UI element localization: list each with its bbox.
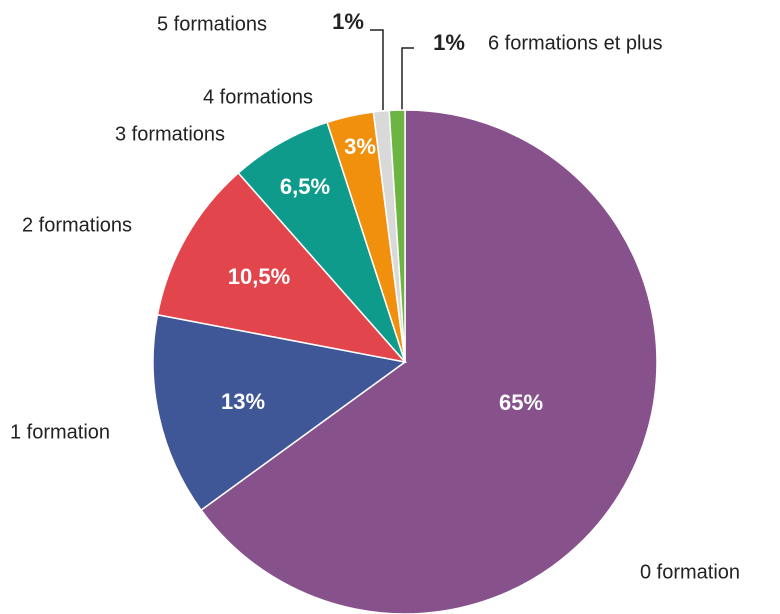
value-label: 13%	[221, 389, 265, 414]
pie-slice	[156, 171, 408, 364]
leader-line	[370, 29, 384, 110]
value-label: 3%	[344, 134, 376, 159]
leader-line	[401, 47, 414, 110]
category-label: 4 formations	[203, 86, 313, 108]
value-label: 65%	[499, 390, 543, 415]
value-label: 1%	[433, 30, 465, 55]
pie-slice	[200, 109, 658, 614]
value-label: 6,5%	[280, 174, 330, 199]
pie-slice	[152, 313, 407, 512]
category-label: 3 formations	[115, 123, 225, 145]
pie-slice	[388, 109, 406, 363]
category-label: 0 formation	[640, 561, 740, 583]
value-label: 10,5%	[228, 264, 290, 289]
category-label: 6 formations et plus	[488, 32, 663, 54]
category-label: 2 formations	[22, 214, 132, 236]
category-label: 1 formation	[10, 421, 110, 443]
value-label: 1%	[332, 9, 364, 34]
category-label: 5 formations	[157, 13, 267, 35]
